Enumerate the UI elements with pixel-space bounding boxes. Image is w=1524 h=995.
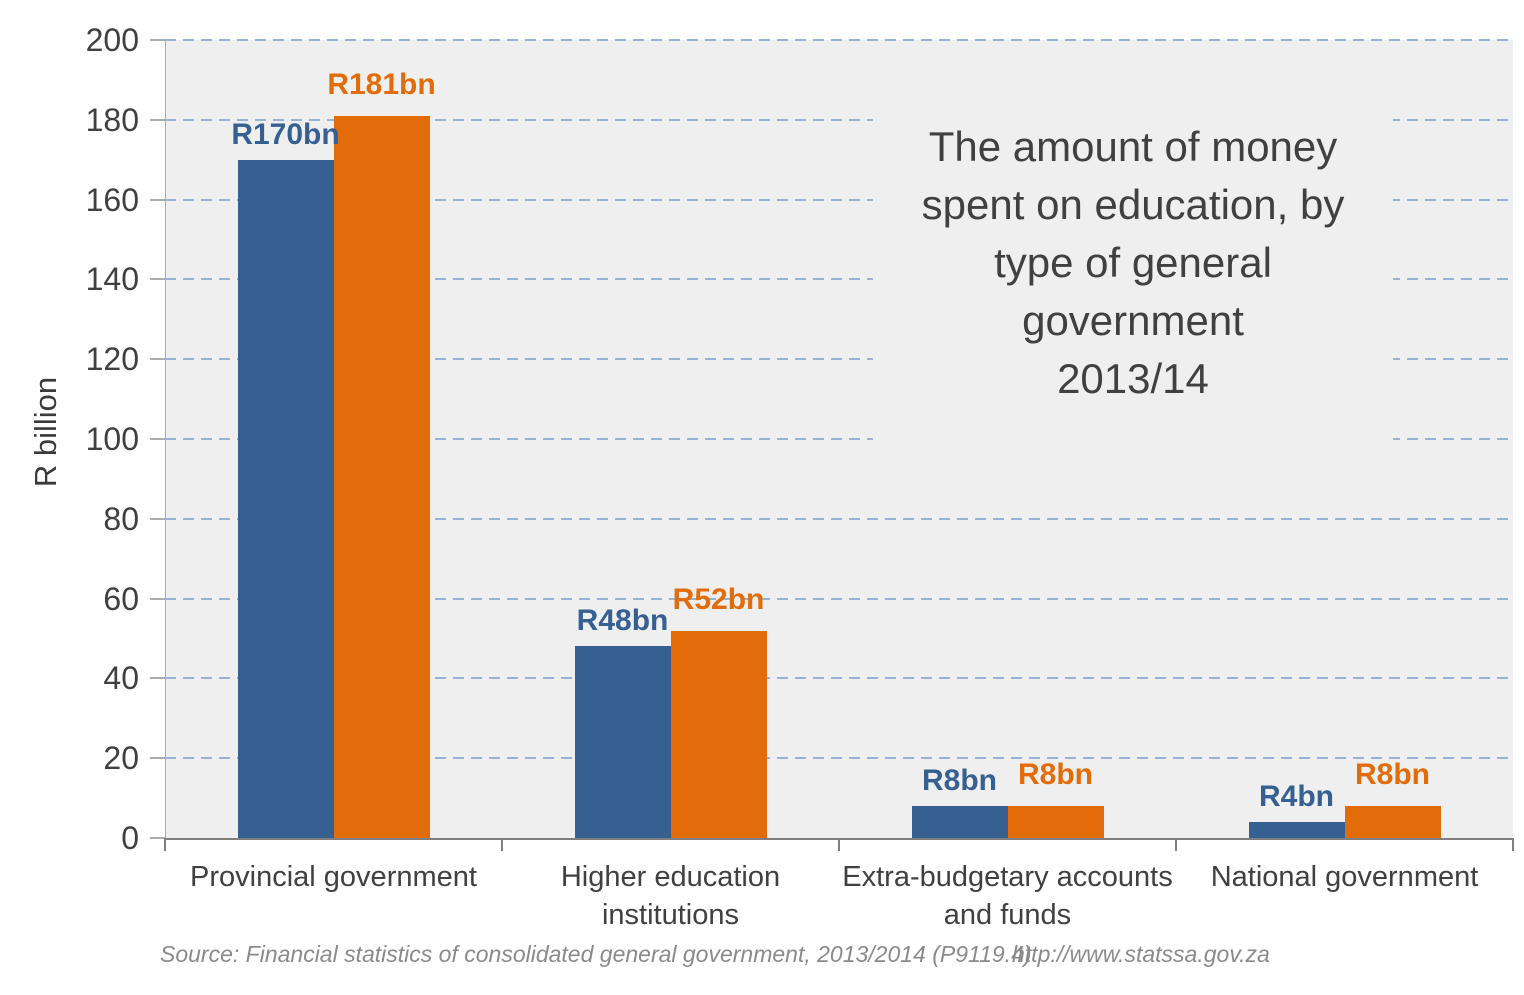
bar-orange bbox=[1007, 806, 1104, 838]
category-label: Higher education institutions bbox=[560, 861, 781, 931]
category-label: Extra-budgetary accounts and funds bbox=[842, 861, 1173, 931]
bar-value-label-orange: R52bn bbox=[672, 582, 765, 616]
source-text: Source: Financial statistics of consolid… bbox=[160, 941, 1032, 967]
bar-orange bbox=[670, 630, 767, 838]
x-tick-mark bbox=[1512, 838, 1514, 851]
y-tick-mark bbox=[150, 198, 165, 201]
y-tick-mark bbox=[150, 757, 165, 760]
gridline bbox=[165, 757, 1513, 760]
gridline bbox=[165, 118, 1513, 121]
plot-area: The amount of money spent on education, … bbox=[164, 39, 1514, 931]
bar-value-label-orange: R8bn bbox=[1018, 758, 1093, 792]
gridline bbox=[165, 358, 1513, 361]
y-tick-mark bbox=[150, 39, 165, 41]
gridline bbox=[165, 597, 1513, 600]
bar-value-label-orange: R8bn bbox=[1355, 758, 1430, 792]
bar-blue bbox=[1248, 822, 1345, 838]
y-tick-mark bbox=[150, 597, 165, 600]
y-tick-mark bbox=[150, 677, 165, 680]
source-url: http://www.statssa.gov.za bbox=[1012, 941, 1270, 967]
y-tick-label: 0 bbox=[121, 820, 139, 856]
y-tick-label: 40 bbox=[103, 660, 139, 697]
gridline bbox=[165, 39, 1513, 41]
y-tick-label: 80 bbox=[103, 500, 139, 537]
y-tick-mark bbox=[150, 438, 165, 440]
y-tick-label: 140 bbox=[85, 261, 139, 298]
y-tick-label: 100 bbox=[85, 421, 139, 457]
bar-orange bbox=[1344, 806, 1441, 838]
bar-blue bbox=[237, 159, 334, 838]
gridline bbox=[165, 278, 1513, 281]
gridline bbox=[165, 677, 1513, 680]
y-axis-line bbox=[165, 40, 166, 838]
x-tick-mark bbox=[501, 838, 503, 851]
bar-blue bbox=[574, 646, 671, 838]
bar-blue bbox=[911, 806, 1008, 838]
bar-value-label-blue: R48bn bbox=[576, 604, 669, 638]
y-tick-label: 200 bbox=[85, 22, 139, 58]
bar-orange bbox=[333, 115, 430, 838]
y-tick-mark bbox=[150, 118, 165, 121]
y-tick-label: 120 bbox=[85, 341, 139, 378]
category-label: National government bbox=[1210, 861, 1479, 893]
y-tick-label: 60 bbox=[103, 580, 139, 617]
bar-value-label-orange: R181bn bbox=[327, 67, 436, 101]
chart-title: The amount of money spent on education, … bbox=[873, 102, 1393, 448]
gridline bbox=[165, 198, 1513, 201]
y-tick-label: 20 bbox=[103, 740, 139, 777]
bar-value-label-blue: R8bn bbox=[922, 764, 997, 798]
category-label: Provincial government bbox=[190, 861, 477, 893]
y-tick-mark bbox=[150, 837, 165, 839]
bar-value-label-blue: R4bn bbox=[1259, 780, 1334, 814]
x-tick-mark bbox=[1175, 838, 1177, 851]
x-tick-mark bbox=[164, 838, 166, 851]
y-tick-mark bbox=[150, 517, 165, 520]
x-tick-mark bbox=[838, 838, 840, 851]
y-tick-label: 160 bbox=[85, 181, 139, 218]
gridline bbox=[165, 517, 1513, 520]
y-tick-mark bbox=[150, 358, 165, 361]
bar-value-label-blue: R170bn bbox=[231, 117, 340, 151]
gridline bbox=[165, 438, 1513, 440]
y-axis: 0 20 40 60 80 100 120 140 160 180 200 bbox=[0, 22, 165, 856]
y-tick-label: 180 bbox=[85, 101, 139, 138]
y-tick-mark bbox=[150, 278, 165, 281]
